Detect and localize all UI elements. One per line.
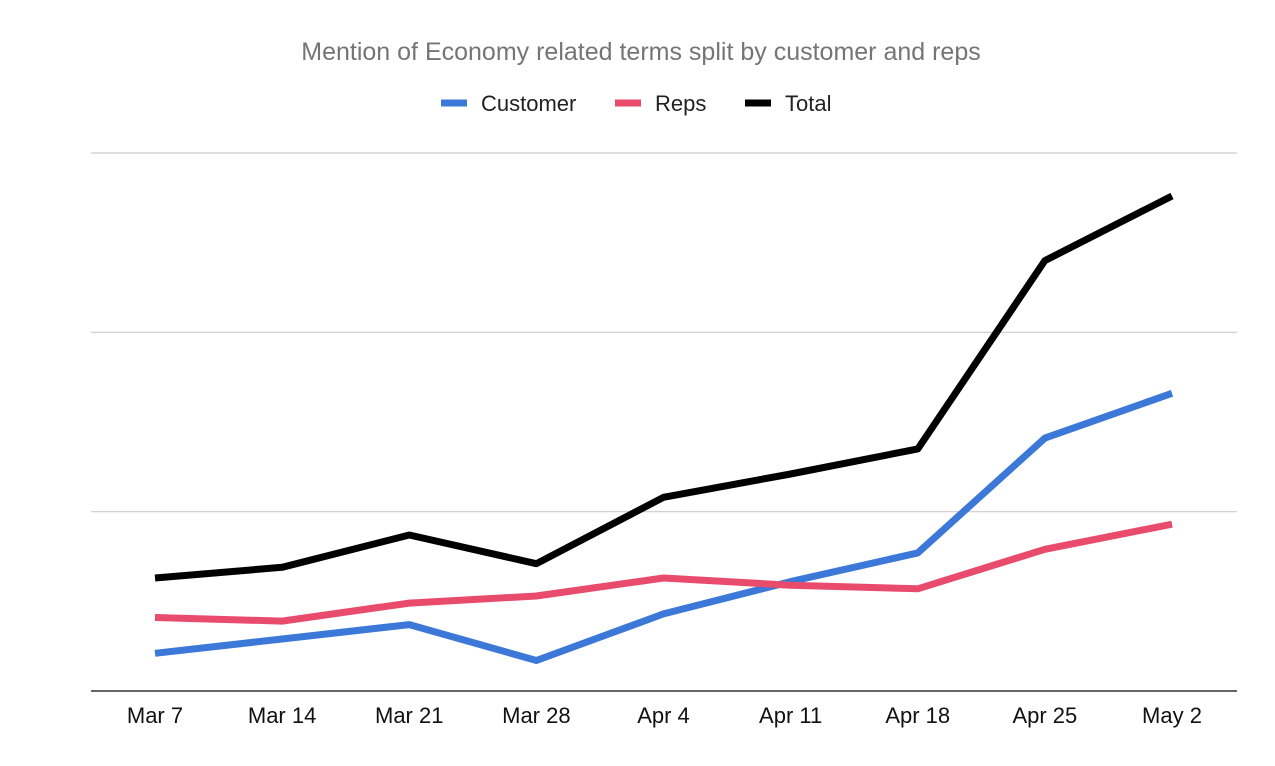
x-tick-label: Apr 18 — [885, 703, 950, 728]
legend-label: Customer — [481, 91, 576, 116]
legend-label: Total — [785, 91, 831, 116]
x-tick-label: Apr 4 — [637, 703, 690, 728]
x-tick-label: Mar 14 — [248, 703, 316, 728]
series-lines — [154, 192, 1174, 664]
legend-item-customer[interactable]: Customer — [441, 91, 576, 116]
gridlines — [91, 152, 1237, 692]
x-tick-label: Mar 28 — [502, 703, 570, 728]
chart-title: Mention of Economy related terms split b… — [301, 38, 980, 66]
x-tick-label: Apr 11 — [759, 703, 822, 728]
legend-item-reps[interactable]: Reps — [615, 91, 706, 116]
series-line-total — [154, 192, 1174, 582]
x-tick-label: May 2 — [1142, 703, 1202, 728]
x-tick-label: Mar 21 — [375, 703, 443, 728]
legend-item-total[interactable]: Total — [745, 91, 831, 116]
x-tick-label: Apr 25 — [1012, 703, 1077, 728]
x-tick-label: Mar 7 — [127, 703, 183, 728]
series-line-customer — [154, 389, 1174, 664]
x-axis-tick-labels: Mar 7 Mar 14 Mar 21 Mar 28 Apr 4 Apr 11 Apr 18… — [127, 703, 1202, 728]
series-line-reps — [154, 520, 1173, 625]
legend: Customer Reps Total — [441, 91, 831, 116]
legend-label: Reps — [655, 91, 706, 116]
